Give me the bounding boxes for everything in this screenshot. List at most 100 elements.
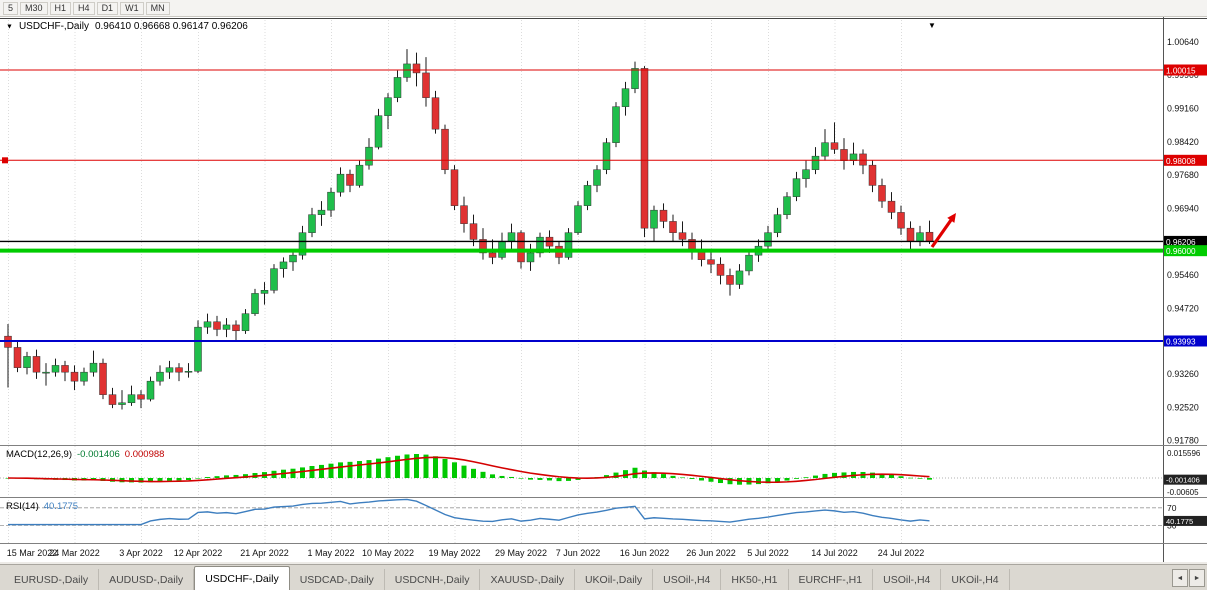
x-axis-label[interactable]: 12 Apr 2022 — [174, 548, 223, 558]
chart-tab-ukoil-h4-11[interactable]: UKOil-,H4 — [941, 569, 1010, 590]
price-level-badge — [1164, 245, 1207, 257]
y-axis-tick-label[interactable]: 0.95460 — [1167, 270, 1199, 280]
timeframe-button-h4[interactable]: H4 — [73, 1, 95, 15]
x-axis-label[interactable]: 3 Apr 2022 — [119, 548, 163, 558]
macd-bar — [566, 478, 571, 481]
macd-bar — [889, 474, 894, 478]
candle-body — [783, 196, 791, 215]
macd-bar — [509, 476, 514, 478]
x-axis-label[interactable]: 24 Jul 2022 — [878, 548, 925, 558]
macd-bar — [822, 473, 828, 478]
macd-bar — [338, 462, 343, 478]
candle-body — [507, 232, 516, 242]
candle-body — [23, 356, 31, 368]
timeframe-button-d1[interactable]: D1 — [96, 1, 119, 15]
y-axis-tick-label[interactable]: 0.98420 — [1167, 137, 1199, 147]
candle-body — [156, 371, 164, 382]
candle-body — [745, 254, 753, 272]
y-axis-tick-label[interactable]: 0.93260 — [1167, 369, 1199, 379]
macd-bar — [224, 475, 229, 478]
macd-bar — [148, 478, 153, 483]
tab-scroll-right-button[interactable]: ► — [1189, 569, 1205, 587]
y-axis-tick-label[interactable]: 0.97680 — [1167, 170, 1199, 180]
candle-body — [42, 371, 50, 374]
x-axis-label[interactable]: 24 Mar 2022 — [49, 548, 100, 558]
timeframe-button-h1[interactable]: H1 — [49, 1, 72, 15]
price-level-badge — [1164, 154, 1207, 166]
candle-body — [849, 153, 858, 161]
chart-area: ▼1.006400.999000.991600.984200.976800.96… — [0, 17, 1207, 562]
macd-bar — [670, 475, 676, 478]
rsi-value-badge — [1164, 515, 1207, 526]
macd-bar — [765, 478, 771, 484]
x-axis-label[interactable]: 5 Jul 2022 — [747, 548, 789, 558]
chart-tab-xauusd-daily-5[interactable]: XAUUSD-,Daily — [480, 569, 575, 590]
macd-bar — [423, 454, 429, 478]
candle-body — [726, 275, 734, 285]
rsi-axis-tick-label[interactable]: 70 — [1167, 503, 1177, 513]
timeframe-button-w1[interactable]: W1 — [120, 1, 144, 15]
y-axis-tick-label[interactable]: 0.92520 — [1167, 402, 1199, 412]
macd-bar — [898, 476, 904, 478]
candle-body — [61, 365, 69, 373]
candle-body — [593, 169, 601, 186]
chart-tab-usdchf-daily-2[interactable]: USDCHF-,Daily — [194, 566, 290, 590]
x-axis-label[interactable]: 10 May 2022 — [362, 548, 414, 558]
y-axis-tick-label[interactable]: 0.94720 — [1167, 303, 1199, 313]
chart-tab-eurusd-daily-0[interactable]: EURUSD-,Daily — [4, 569, 100, 590]
macd-bar — [138, 478, 144, 483]
line-selection-handle[interactable] — [2, 157, 8, 164]
y-axis-tick-label[interactable]: 0.99160 — [1167, 103, 1199, 113]
candle-body — [764, 232, 772, 247]
x-axis-label[interactable]: 15 Mar 2022 — [7, 548, 58, 558]
candle-body — [108, 394, 117, 405]
macd-bar — [917, 478, 923, 479]
x-axis-label[interactable]: 19 May 2022 — [428, 548, 480, 558]
y-axis-tick-label[interactable]: 0.96940 — [1167, 203, 1199, 213]
macd-bar — [575, 478, 581, 480]
chart-tab-usoil-h4-7[interactable]: USOil-,H4 — [653, 569, 722, 590]
x-axis-label[interactable]: 14 Jul 2022 — [811, 548, 858, 558]
chart-tab-hk50-h1-8[interactable]: HK50-,H1 — [721, 569, 789, 590]
scroll-to-end-marker[interactable]: ▼ — [928, 21, 936, 30]
candle-body — [431, 97, 440, 130]
symbol-dropdown-icon[interactable]: ▼ — [6, 23, 13, 31]
arrow-annotation-head[interactable] — [947, 213, 956, 223]
timeframe-button-5[interactable]: 5 — [3, 1, 19, 15]
price-level-badge — [1164, 235, 1207, 247]
chart-tab-ukoil-daily-6[interactable]: UKOil-,Daily — [575, 569, 654, 590]
macd-axis-tick-label[interactable]: -0.00605 — [1167, 488, 1199, 497]
macd-bar — [442, 458, 448, 478]
candle-body — [175, 367, 183, 373]
x-axis-label[interactable]: 29 May 2022 — [495, 548, 547, 558]
macd-bar — [651, 472, 657, 478]
candle-body — [327, 191, 335, 211]
x-axis-label[interactable]: 1 May 2022 — [307, 548, 354, 558]
macd-bar — [376, 458, 381, 478]
candle-body — [374, 115, 383, 148]
macd-bar — [689, 478, 695, 480]
x-axis-label[interactable]: 26 Jun 2022 — [686, 548, 736, 558]
x-axis-label[interactable]: 7 Jun 2022 — [556, 548, 601, 558]
price-chart-canvas[interactable]: ▼1.006400.999000.991600.984200.976800.96… — [0, 17, 1207, 562]
chart-tab-usdcad-daily-3[interactable]: USDCAD-,Daily — [290, 569, 385, 590]
chart-tab-usdcnh-daily-4[interactable]: USDCNH-,Daily — [385, 569, 481, 590]
y-axis-tick-label[interactable]: 0.91780 — [1167, 436, 1199, 446]
tab-scroll-left-button[interactable]: ◄ — [1172, 569, 1188, 587]
x-axis-label[interactable]: 21 Apr 2022 — [240, 548, 289, 558]
candle-body — [536, 236, 544, 254]
y-axis-tick-label[interactable]: 1.00640 — [1167, 37, 1199, 47]
chart-tab-usoil-h4-10[interactable]: USOil-,H4 — [873, 569, 942, 590]
candle-body — [403, 63, 411, 78]
macd-bar — [547, 478, 552, 481]
x-axis-label[interactable]: 16 Jun 2022 — [620, 548, 670, 558]
macd-bar — [708, 478, 714, 482]
macd-axis-tick-label[interactable]: 0.015596 — [1167, 449, 1201, 458]
chart-tab-eurchf-h1-9[interactable]: EURCHF-,H1 — [789, 569, 874, 590]
timeframe-button-mn[interactable]: MN — [145, 1, 170, 15]
chart-tab-audusd-daily-1[interactable]: AUDUSD-,Daily — [99, 569, 195, 590]
timeframe-button-m30[interactable]: M30 — [20, 1, 48, 15]
macd-bar — [414, 454, 419, 478]
arrow-annotation[interactable] — [930, 216, 955, 248]
candle-body — [412, 63, 421, 74]
